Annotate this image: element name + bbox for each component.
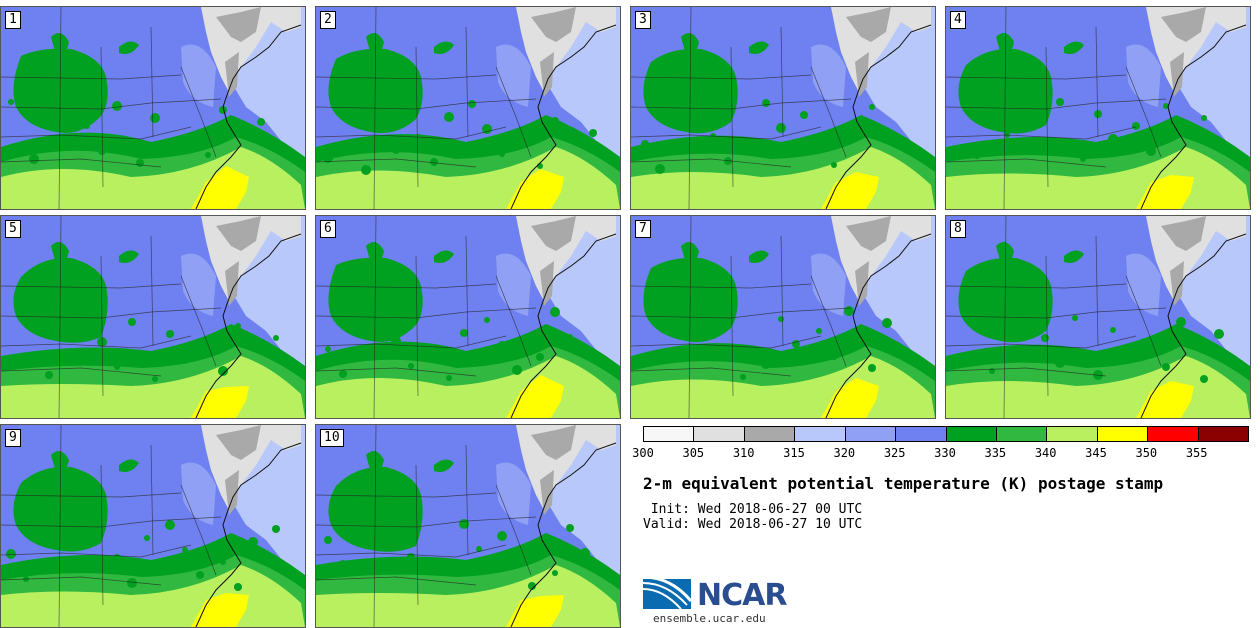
colorbar-tick-label: 320: [833, 446, 856, 460]
colorbar-tick-label: 300: [632, 446, 654, 460]
map-svg: [1, 425, 305, 627]
map-svg: [1, 216, 305, 418]
ncar-logo-text: NCAR: [697, 578, 787, 613]
map-svg: [316, 7, 620, 209]
stamp-panel-8: 8: [945, 215, 1251, 419]
plot-title: 2-m equivalent potential temperature (K)…: [643, 474, 1164, 493]
stamp-panel-3: 3: [630, 6, 936, 210]
colorbar-segment: [694, 427, 745, 441]
map-svg: [631, 216, 935, 418]
map-svg: [946, 7, 1250, 209]
colorbar-tick-label: 335: [984, 446, 1007, 460]
panel-label: 5: [5, 220, 21, 238]
colorbar-segment: [744, 427, 796, 441]
panel-label: 7: [635, 220, 651, 238]
colorbar-tick-label: 310: [732, 446, 755, 460]
colorbar-segment: [1047, 427, 1098, 441]
colorbar-tick-label: 330: [934, 446, 956, 460]
colorbar-segment: [644, 427, 695, 441]
colorbar-segment: [896, 427, 947, 441]
map-svg: [316, 216, 620, 418]
panel-label: 6: [320, 220, 336, 238]
stamp-panel-1: 1: [0, 6, 306, 210]
colorbar-tick-label: 350: [1135, 446, 1158, 460]
colorbar-tick-label: 345: [1085, 446, 1107, 460]
stamp-panel-7: 7: [630, 215, 936, 419]
colorbar-segment: [996, 427, 1048, 441]
colorbar-tick-label: 340: [1034, 446, 1057, 460]
colorbar-segment: [946, 427, 997, 441]
panel-label: 10: [320, 429, 344, 447]
stamp-panel-5: 5: [0, 215, 306, 419]
map-svg: [1, 7, 305, 209]
colorbar-segment: [1097, 427, 1149, 441]
panel-label: 2: [320, 11, 336, 29]
panel-label: 1: [5, 11, 21, 29]
colorbar-tick-label: 315: [783, 446, 805, 460]
stamp-panel-9: 9: [0, 424, 306, 628]
colorbar-segment: [1198, 427, 1249, 441]
panel-label: 9: [5, 429, 21, 447]
map-svg: [631, 7, 935, 209]
map-svg: [946, 216, 1250, 418]
stamp-panel-6: 6: [315, 215, 621, 419]
colorbar-segment: [1148, 427, 1199, 441]
website-url: ensemble.ucar.edu: [653, 612, 766, 625]
stamp-panel-2: 2: [315, 6, 621, 210]
colorbar: [643, 426, 1249, 442]
panel-label: 3: [635, 11, 651, 29]
colorbar-tick-label: 325: [883, 446, 906, 460]
panel-label: 8: [950, 220, 966, 238]
colorbar-segment: [795, 427, 846, 441]
colorbar-tick-label: 355: [1185, 446, 1208, 460]
init-time: Init: Wed 2018-06-27 00 UTC: [643, 502, 863, 517]
map-svg: [316, 425, 620, 627]
panel-label: 4: [950, 11, 966, 29]
stamp-panel-10: 10: [315, 424, 621, 628]
ncar-logo-icon: [643, 575, 693, 610]
valid-time: Valid: Wed 2018-06-27 10 UTC: [643, 517, 863, 532]
colorbar-segment: [845, 427, 897, 441]
stamp-panel-4: 4: [945, 6, 1251, 210]
colorbar-tick-label: 305: [682, 446, 705, 460]
